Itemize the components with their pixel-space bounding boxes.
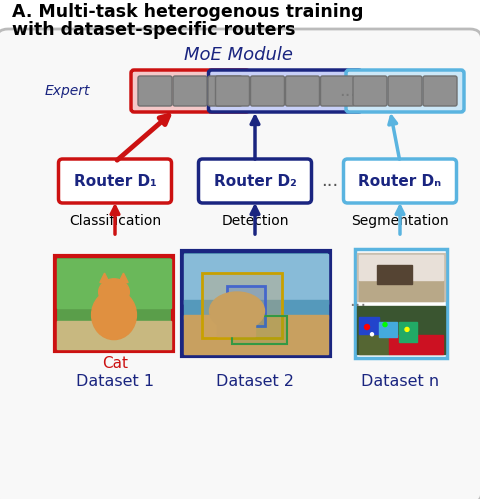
- Bar: [357, 306, 445, 354]
- Polygon shape: [100, 273, 109, 282]
- Bar: [359, 279, 443, 301]
- FancyBboxPatch shape: [173, 76, 207, 106]
- Circle shape: [364, 324, 370, 329]
- FancyBboxPatch shape: [216, 76, 250, 106]
- Text: Dataset n: Dataset n: [361, 373, 439, 389]
- FancyBboxPatch shape: [208, 76, 242, 106]
- Bar: [379, 322, 397, 337]
- Circle shape: [383, 323, 387, 327]
- Text: with dataset-specific routers: with dataset-specific routers: [12, 21, 296, 39]
- Ellipse shape: [99, 279, 129, 305]
- Text: MoE Module: MoE Module: [183, 46, 292, 64]
- Bar: [377, 265, 412, 284]
- FancyBboxPatch shape: [355, 249, 447, 358]
- Text: Router D₁: Router D₁: [73, 174, 156, 189]
- Text: Dataset 2: Dataset 2: [216, 373, 294, 389]
- FancyBboxPatch shape: [208, 70, 361, 112]
- Bar: [389, 335, 443, 354]
- Bar: [184, 254, 328, 303]
- FancyBboxPatch shape: [344, 159, 456, 203]
- Bar: [359, 254, 443, 279]
- Bar: [184, 300, 328, 319]
- Bar: [232, 316, 287, 344]
- Bar: [55, 256, 173, 351]
- FancyBboxPatch shape: [423, 76, 457, 106]
- Bar: [202, 273, 282, 338]
- FancyBboxPatch shape: [59, 159, 171, 203]
- Ellipse shape: [92, 290, 136, 340]
- Text: Detection: Detection: [221, 214, 289, 228]
- Text: A. Multi-task heterogenous training: A. Multi-task heterogenous training: [12, 3, 363, 21]
- FancyBboxPatch shape: [199, 159, 312, 203]
- Bar: [57, 259, 171, 308]
- FancyBboxPatch shape: [138, 76, 172, 106]
- Text: Cat: Cat: [102, 356, 128, 371]
- FancyBboxPatch shape: [0, 29, 480, 499]
- Text: Classification: Classification: [69, 214, 161, 228]
- Ellipse shape: [209, 292, 264, 330]
- Text: Dataset 1: Dataset 1: [76, 373, 154, 389]
- FancyBboxPatch shape: [346, 70, 464, 112]
- Bar: [357, 253, 445, 301]
- Bar: [57, 320, 171, 349]
- Bar: [182, 251, 330, 356]
- Bar: [359, 317, 379, 334]
- Text: Router D₂: Router D₂: [214, 174, 296, 189]
- FancyBboxPatch shape: [388, 76, 422, 106]
- Text: ...: ...: [349, 292, 367, 310]
- FancyBboxPatch shape: [286, 76, 320, 106]
- Circle shape: [371, 333, 373, 336]
- Bar: [359, 327, 389, 354]
- FancyBboxPatch shape: [251, 76, 285, 106]
- Circle shape: [405, 327, 409, 331]
- Text: ...: ...: [339, 82, 357, 100]
- Polygon shape: [119, 273, 128, 282]
- Bar: [184, 315, 328, 354]
- FancyBboxPatch shape: [353, 76, 387, 106]
- Bar: [399, 322, 417, 341]
- Text: Router Dₙ: Router Dₙ: [359, 174, 442, 189]
- FancyBboxPatch shape: [131, 70, 249, 112]
- FancyBboxPatch shape: [321, 76, 355, 106]
- Text: Expert: Expert: [45, 84, 91, 98]
- Text: Segmentation: Segmentation: [351, 214, 449, 228]
- Bar: [217, 311, 255, 336]
- Bar: [227, 286, 265, 326]
- Text: ...: ...: [322, 172, 338, 190]
